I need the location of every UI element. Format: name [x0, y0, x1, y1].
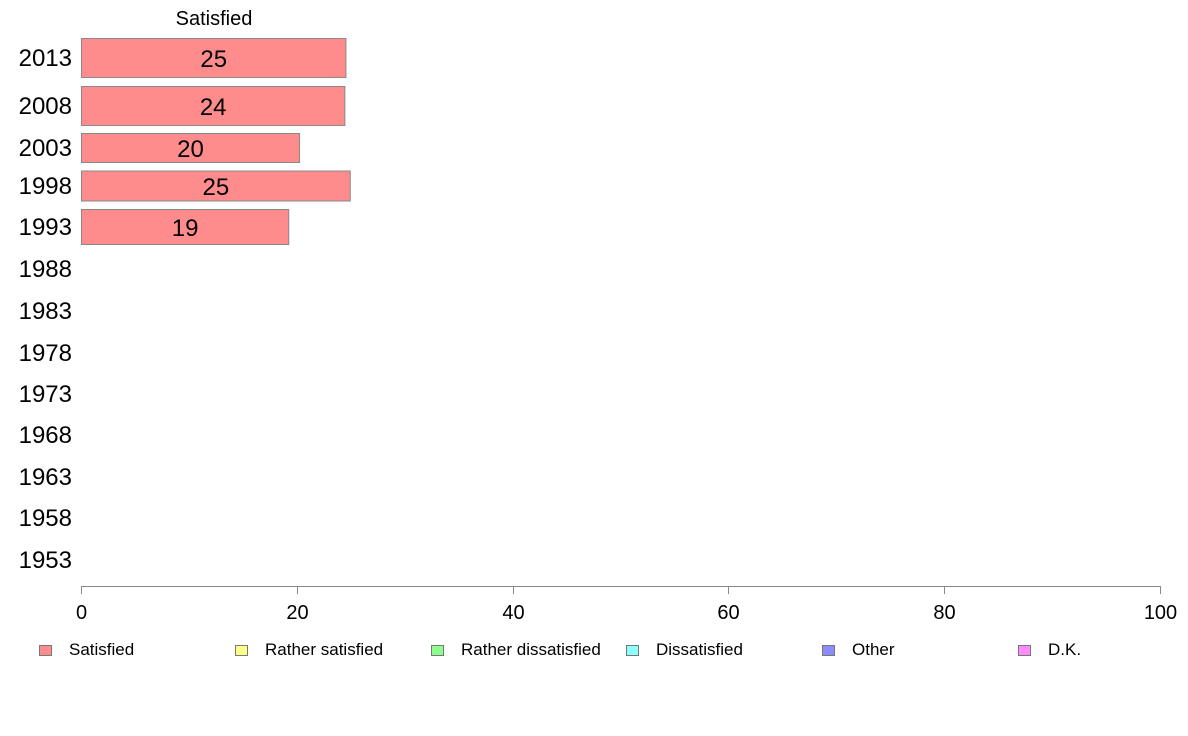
year-label-1953: 1953: [19, 547, 72, 574]
legend-label-d-k: D.K.: [1048, 640, 1082, 659]
bar-satisfied-2008: [81, 86, 346, 126]
x-tick-label-100: 100: [1144, 602, 1177, 624]
legend-item-satisfied: Satisfied: [39, 638, 134, 662]
legend-swatch-other: [822, 644, 835, 656]
year-label-1963: 1963: [19, 464, 72, 491]
bar-satisfied-2013: [81, 38, 347, 78]
legend-label-satisfied: Satisfied: [69, 640, 135, 659]
year-label-1983: 1983: [19, 298, 72, 325]
legend-label-rather-satisfied: Rather satisfied: [265, 640, 384, 659]
legend-item-d-k: D.K.: [1018, 638, 1081, 662]
x-tick-label-20: 20: [286, 602, 308, 624]
x-tick-label-0: 0: [76, 602, 87, 624]
bar-value-label-1993: 19: [172, 215, 199, 242]
legend-swatch-rather-satisfied: [235, 644, 248, 656]
x-tick-label-40: 40: [502, 602, 524, 624]
legend-swatch-rather-dissatisfied: [431, 644, 444, 656]
year-label-1968: 1968: [19, 422, 72, 449]
legend-item-rather-dissatisfied: Rather dissatisfied: [431, 638, 601, 662]
year-label-2013: 2013: [19, 45, 72, 72]
bar-satisfied-1993: [81, 209, 290, 245]
bar-value-label-2003: 20: [177, 136, 204, 163]
legend-item-other: Other: [822, 638, 895, 662]
year-label-2008: 2008: [19, 93, 72, 120]
legend-swatch-satisfied: [39, 644, 52, 656]
year-label-2003: 2003: [19, 135, 72, 162]
x-tick-label-60: 60: [717, 602, 739, 624]
x-axis: 0 20 40 60 80 100: [76, 586, 1177, 624]
legend-swatch-dissatisfied: [626, 644, 639, 656]
year-label-1978: 1978: [19, 340, 72, 367]
legend: Satisfied Rather satisfied Rather dissatis…: [0, 638, 1188, 662]
year-label-1973: 1973: [19, 381, 72, 408]
year-labels: 2013 2008 2003 1998 1993 1988 1983 1978 1973 1968…: [19, 45, 72, 574]
legend-item-dissatisfied: Dissatisfied: [626, 638, 743, 662]
year-label-1958: 1958: [19, 505, 72, 532]
bar-value-label-2008: 24: [200, 94, 227, 121]
legend-label-other: Other: [852, 640, 895, 659]
legend-label-rather-dissatisfied: Rather dissatisfied: [461, 640, 601, 659]
legend-label-dissatisfied: Dissatisfied: [656, 640, 743, 659]
series-column-header: Satisfied: [176, 8, 253, 30]
year-label-1998: 1998: [19, 173, 72, 200]
bar-value-label-1998: 25: [203, 174, 230, 201]
bar-satisfied-2003: [81, 133, 301, 163]
bar-satisfied-1998: [81, 170, 351, 202]
legend-item-rather-satisfied: Rather satisfied: [235, 638, 383, 662]
x-tick-label-80: 80: [933, 602, 955, 624]
year-label-1988: 1988: [19, 256, 72, 283]
bar-value-label-2013: 25: [200, 46, 227, 73]
legend-swatch-d-k: [1018, 644, 1031, 656]
year-label-1993: 1993: [19, 214, 72, 241]
